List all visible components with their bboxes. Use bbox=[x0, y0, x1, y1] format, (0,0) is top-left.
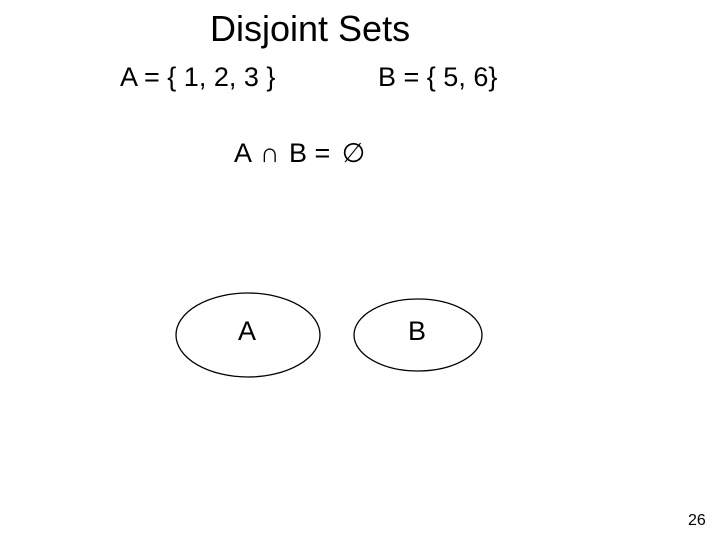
venn-ellipse-b bbox=[0, 0, 720, 540]
page-number: 26 bbox=[688, 512, 706, 530]
venn-label-a: A bbox=[238, 316, 256, 347]
venn-label-b: B bbox=[408, 316, 426, 347]
